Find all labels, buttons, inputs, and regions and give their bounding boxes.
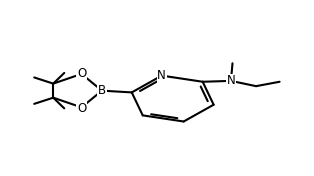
Text: O: O (77, 102, 86, 115)
Text: N: N (227, 74, 235, 87)
Text: B: B (98, 84, 106, 97)
Text: N: N (157, 69, 166, 82)
Text: O: O (77, 67, 86, 80)
